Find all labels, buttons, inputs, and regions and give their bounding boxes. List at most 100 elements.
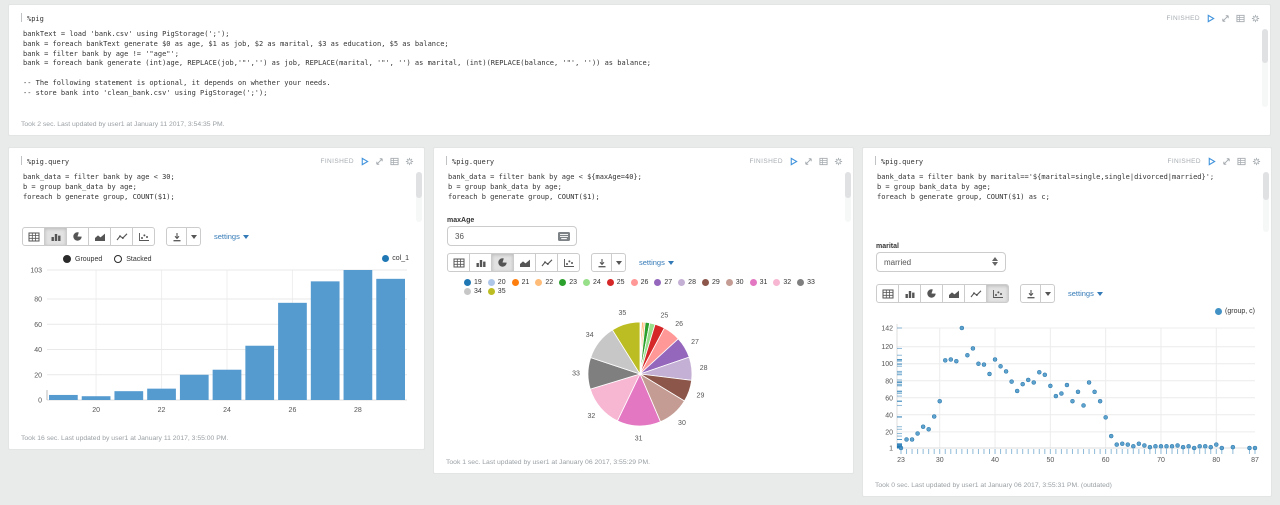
marital-select[interactable]: married — [876, 252, 1006, 272]
run-button[interactable] — [359, 156, 369, 166]
output-toggle-button[interactable] — [389, 156, 399, 166]
scrollbar-thumb[interactable] — [1262, 29, 1268, 63]
legend-label: 32 — [783, 279, 792, 286]
run-button[interactable] — [1206, 156, 1216, 166]
pie-legend-item[interactable]: 21 — [511, 279, 529, 286]
download-button[interactable] — [166, 227, 187, 246]
bar-chart-button[interactable] — [469, 253, 492, 272]
pie-legend-item[interactable]: 34 — [464, 288, 482, 295]
pie-chart-button[interactable] — [491, 253, 514, 272]
series-legend[interactable]: (group, c) — [1215, 308, 1255, 315]
visualization-toolbar: settings — [876, 284, 1103, 303]
table-button[interactable] — [876, 284, 899, 303]
output-toggle-button[interactable] — [1235, 13, 1245, 23]
paragraph-interpreter[interactable]: %pig.query — [446, 156, 494, 166]
maxage-input[interactable] — [447, 226, 577, 246]
line-chart-button[interactable] — [110, 227, 133, 246]
svg-text:31: 31 — [635, 435, 643, 442]
output-toggle-button[interactable] — [818, 156, 828, 166]
scrollbar-thumb[interactable] — [1263, 172, 1269, 200]
pie-legend-item[interactable]: 35 — [487, 288, 506, 295]
pie-legend-item[interactable]: 32 — [773, 279, 791, 286]
expand-button[interactable] — [374, 156, 384, 166]
legend-dot — [1215, 308, 1223, 315]
pie-legend-item[interactable]: 20 — [487, 279, 506, 286]
grouped-radio[interactable] — [63, 255, 71, 263]
scatter-chart-button[interactable] — [132, 227, 155, 246]
code-line: bank = filter bank by age != '"age"'; — [23, 49, 179, 58]
pie-legend-item[interactable]: 28 — [678, 279, 696, 286]
pie-chart-button[interactable] — [66, 227, 89, 246]
run-button[interactable] — [1205, 13, 1215, 23]
pie-legend-item[interactable]: 27 — [654, 279, 672, 286]
download-group — [591, 253, 626, 272]
series-legend[interactable]: col_1 — [382, 255, 409, 262]
pie-legend-item[interactable]: 33 — [797, 279, 815, 286]
pie-legend-item[interactable]: 31 — [749, 279, 768, 286]
svg-text:22: 22 — [158, 407, 166, 414]
run-button[interactable] — [788, 156, 798, 166]
download-icon — [1027, 289, 1034, 298]
scatter-chart-button[interactable] — [986, 284, 1009, 303]
settings-gear-button[interactable] — [1250, 13, 1260, 23]
table-button[interactable] — [447, 253, 470, 272]
svg-text:87: 87 — [1251, 457, 1259, 464]
settings-gear-button[interactable] — [404, 156, 414, 166]
scrollbar-thumb[interactable] — [845, 172, 851, 198]
grouped-radio-label[interactable]: Grouped — [75, 255, 103, 263]
bar-chart-button[interactable] — [898, 284, 921, 303]
pie-legend-item[interactable]: 30 — [725, 279, 744, 286]
pie-legend-item[interactable]: 29 — [701, 279, 720, 286]
paragraph-controls: FINISHED — [320, 156, 414, 166]
expand-button[interactable] — [803, 156, 813, 166]
settings-link[interactable]: settings — [214, 227, 249, 246]
pie-chart-button[interactable] — [920, 284, 943, 303]
output-toggle-button[interactable] — [1236, 156, 1246, 166]
code-line — [23, 69, 651, 79]
area-chart-button[interactable] — [513, 253, 536, 272]
scatter-chart-button[interactable] — [557, 253, 580, 272]
code-editor[interactable]: bank_data = filter bank by age < 30; b = … — [23, 173, 175, 202]
area-chart-button[interactable] — [88, 227, 111, 246]
stacked-radio[interactable] — [114, 255, 123, 263]
code-editor[interactable]: bank_data = filter bank by marital=='${m… — [877, 173, 1214, 202]
download-button[interactable] — [1020, 284, 1041, 303]
paragraph-interpreter[interactable]: %pig.query — [21, 156, 69, 166]
settings-link[interactable]: settings — [639, 253, 674, 272]
editor-scrollbar[interactable] — [1262, 29, 1268, 107]
area-chart-button[interactable] — [942, 284, 965, 303]
pie-legend-item[interactable]: 25 — [606, 279, 625, 286]
download-caret-button[interactable] — [186, 227, 201, 246]
editor-left-border — [446, 156, 447, 165]
pie-legend-item[interactable]: 23 — [559, 279, 577, 286]
paragraph-interpreter[interactable]: %pig.query — [875, 156, 923, 166]
editor-scrollbar[interactable] — [845, 172, 851, 222]
svg-text:80: 80 — [1212, 457, 1220, 464]
download-caret-button[interactable] — [611, 253, 626, 272]
line-chart-button[interactable] — [535, 253, 558, 272]
editor-scrollbar[interactable] — [1263, 172, 1269, 232]
bar-chart-button[interactable] — [44, 227, 67, 246]
stacked-radio-label[interactable]: Stacked — [126, 255, 152, 263]
paragraph-interpreter[interactable]: %pig — [21, 13, 44, 23]
code-editor[interactable]: bankText = load 'bank.csv' using PigStor… — [23, 30, 651, 99]
chevron-down-icon — [242, 234, 249, 239]
settings-gear-button[interactable] — [833, 156, 843, 166]
pie-legend-item[interactable]: 22 — [535, 279, 553, 286]
line-chart-button[interactable] — [964, 284, 987, 303]
pie-legend-item[interactable]: 24 — [582, 279, 601, 286]
editor-scrollbar[interactable] — [416, 172, 422, 222]
settings-link[interactable]: settings — [1068, 284, 1103, 303]
download-button[interactable] — [591, 253, 612, 272]
pie-legend-item[interactable]: 19 — [464, 279, 482, 286]
pie-legend-item[interactable]: 26 — [630, 279, 648, 286]
legend-label: 31 — [759, 279, 768, 286]
expand-button[interactable] — [1221, 156, 1231, 166]
download-caret-button[interactable] — [1040, 284, 1055, 303]
table-button[interactable] — [22, 227, 45, 246]
scrollbar-thumb[interactable] — [416, 172, 422, 198]
code-line: b = group bank_data by age; — [23, 182, 137, 191]
expand-button[interactable] — [1220, 13, 1230, 23]
settings-gear-button[interactable] — [1251, 156, 1261, 166]
code-editor[interactable]: bank_data = filter bank by age < ${maxAg… — [448, 173, 642, 202]
